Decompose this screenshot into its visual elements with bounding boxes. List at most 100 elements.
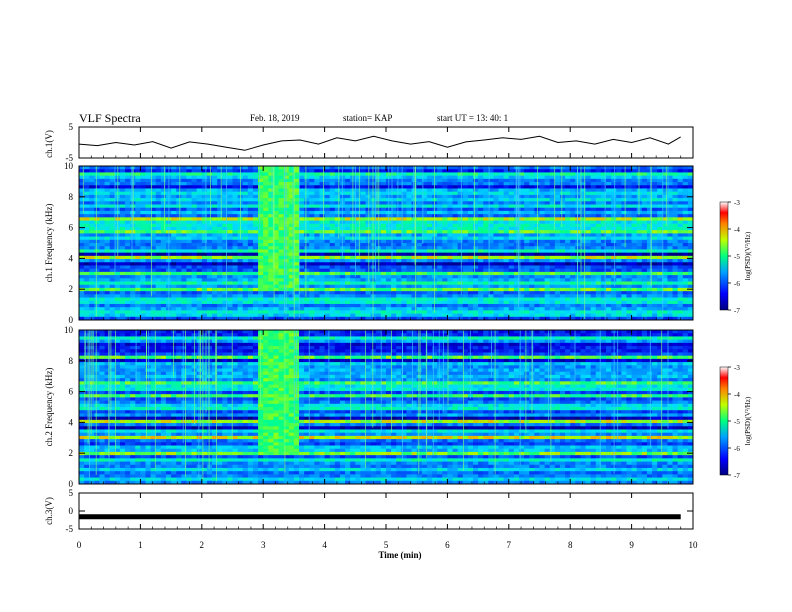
spectrogram-cell	[391, 303, 397, 308]
spectrogram-cell	[411, 220, 418, 225]
spectrogram-cell	[314, 303, 320, 308]
spectrogram-cell	[360, 307, 366, 311]
spectrogram-cell	[478, 239, 484, 244]
spectrogram-cell	[508, 201, 515, 205]
spectrogram-cell	[268, 259, 274, 263]
spectrogram-cell	[534, 255, 540, 260]
spectrogram-cell	[263, 239, 269, 244]
spectrogram-cell	[324, 265, 331, 270]
spectrogram-cell	[278, 259, 285, 263]
spectrogram-cell	[181, 182, 187, 186]
spectrogram-cell	[457, 201, 464, 205]
spectrogram-cell	[140, 236, 146, 241]
spectrogram-cell	[396, 243, 402, 247]
spectrogram-cell	[452, 259, 459, 263]
spectrogram-cell	[334, 236, 341, 241]
spectrogram-cell	[191, 294, 198, 298]
spectrogram-cell	[452, 275, 459, 279]
spectrogram-cell	[519, 194, 525, 199]
spectrogram-cell	[585, 313, 592, 318]
spectrogram-cell	[181, 262, 187, 266]
spectrogram-cell	[145, 210, 152, 215]
spectrogram-cell	[478, 300, 484, 305]
spectrogram-cell	[99, 249, 105, 254]
spectrogram-cell	[212, 287, 218, 292]
spectrogram-cell	[452, 207, 459, 212]
spectrogram-cell	[247, 172, 254, 177]
spectrogram-cell	[99, 291, 105, 295]
spectrogram-cell	[488, 198, 494, 202]
spectrogram-cell	[247, 291, 254, 295]
spectrogram-cell	[549, 278, 556, 282]
spectrogram-cell	[421, 217, 428, 221]
spectrogram-cell	[150, 246, 157, 250]
spectrogram-cell	[329, 300, 336, 305]
spectrogram-cell	[595, 210, 602, 215]
spectrogram-cell	[493, 291, 499, 295]
spectrogram-cell	[304, 265, 310, 270]
spectrogram-cell	[447, 313, 453, 318]
spectrogram-cell	[437, 194, 443, 199]
spectrogram-cell	[155, 265, 162, 270]
spectrogram-cell	[89, 214, 95, 218]
spectrogram-cell	[150, 297, 157, 302]
spectrogram-cell	[513, 297, 520, 302]
spectrogram-cell	[426, 284, 433, 289]
spectrogram-cell	[559, 252, 566, 257]
spectrogram-cell	[467, 188, 474, 193]
spectrogram-cell	[268, 207, 274, 212]
spectrogram-cell	[227, 265, 233, 270]
spectrogram-cell	[293, 310, 300, 314]
spectrogram-cell	[309, 217, 315, 221]
spectrogram-cell	[258, 291, 264, 295]
spectrogram-cell	[570, 188, 576, 193]
spectrogram-cell	[365, 169, 372, 173]
spectrogram-cell	[447, 252, 453, 257]
spectrogram-cell	[396, 268, 402, 273]
spectrogram-cell	[462, 297, 469, 302]
spectrogram-cell	[160, 294, 167, 298]
spectrogram-cell	[600, 262, 607, 266]
spectrogram-cell	[483, 284, 489, 289]
spectrogram-cell	[242, 166, 249, 170]
spectrogram-cell	[217, 281, 223, 286]
spectrogram-cell	[79, 255, 85, 260]
spectrogram-cell	[206, 210, 213, 215]
spectrogram-cell	[217, 278, 223, 282]
spectrogram-cell	[580, 255, 586, 260]
spectrogram-cell	[488, 185, 494, 189]
spectrogram-cell	[559, 210, 566, 215]
spectrogram-cell	[145, 307, 152, 311]
spectrogram-cell	[370, 284, 377, 289]
spectrogram-cell	[89, 201, 95, 205]
spectrogram-cell	[293, 275, 300, 279]
spectrogram-cell	[447, 223, 453, 228]
spectrogram-cell	[119, 303, 126, 308]
spectrogram-cell	[339, 307, 346, 311]
ch1-spectrogram-image	[79, 166, 694, 321]
spectrogram-cell	[176, 185, 182, 189]
spectrogram-cell	[503, 278, 510, 282]
spectrogram-cell	[529, 287, 535, 292]
spectrogram-cell	[212, 313, 218, 318]
spectrogram-cell	[145, 297, 152, 302]
spectrogram-cell	[293, 226, 300, 231]
spectrogram-cell	[160, 310, 167, 314]
spectrogram-cell	[493, 281, 499, 286]
spectrogram-cell	[580, 188, 586, 193]
spectrogram-cell	[288, 255, 295, 260]
spectrogram-cell	[89, 178, 95, 183]
spectrogram-cell	[600, 198, 607, 202]
spectrogram-cell	[258, 223, 264, 228]
spectrogram-cell	[498, 204, 505, 209]
spectrogram-cell	[201, 259, 208, 263]
spectrogram-cell	[288, 281, 295, 286]
spectrogram-cell	[585, 265, 592, 270]
spectrogram-cell	[319, 201, 325, 205]
spectrogram-cell	[99, 166, 105, 170]
spectrogram-cell	[293, 198, 300, 202]
spectrogram-cell	[447, 287, 453, 292]
spectrogram-cell	[565, 185, 571, 189]
spectrogram-cell	[360, 182, 366, 186]
spectrogram-cell	[447, 172, 453, 177]
